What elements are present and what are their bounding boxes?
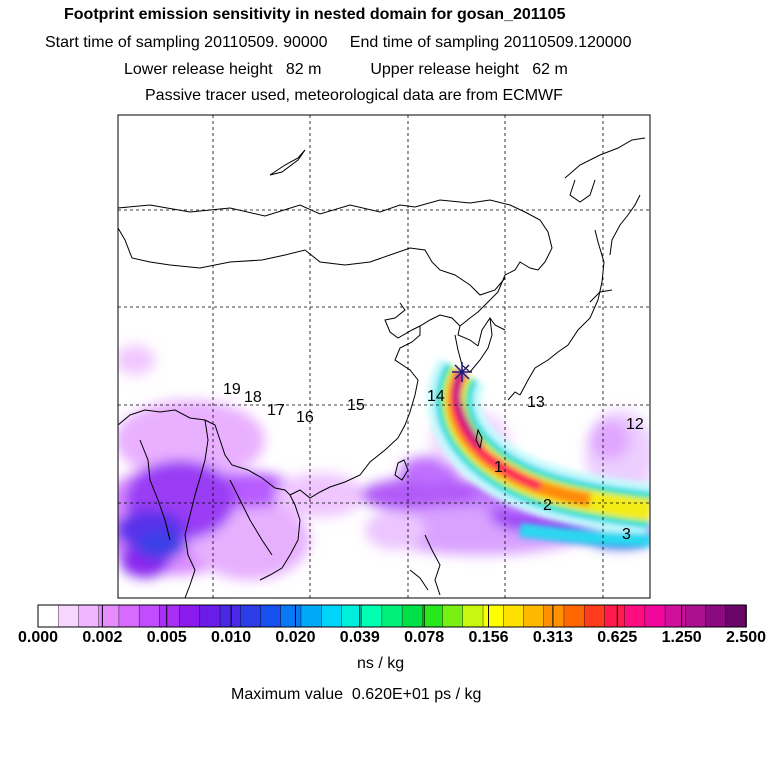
colorbar-cell [138, 604, 161, 628]
colorbar-cell [543, 604, 565, 628]
colorbar-cell [118, 604, 140, 628]
colorbar-unit: ns / kg [357, 655, 405, 672]
star-icon [452, 362, 472, 382]
colorbar-cell [159, 604, 181, 628]
colorbar-cell [98, 604, 120, 628]
sampling-time-line: Start time of sampling 20110509. 90000 E… [45, 34, 632, 51]
colorbar-cell [361, 604, 383, 628]
point-label-2: 2 [543, 497, 552, 514]
colorbar-cell [624, 604, 646, 628]
colorbar-tick-label: 0.156 [468, 629, 509, 646]
point-label-17: 17 [267, 402, 285, 419]
colorbar-cell [523, 604, 545, 628]
colorbar-cell [219, 604, 242, 628]
tracer-info-line: Passive tracer used, meteorological data… [145, 87, 563, 104]
colorbar-cell [78, 604, 100, 628]
colorbar-tick-label: 0.313 [532, 629, 573, 646]
colorbar-cell [685, 604, 707, 628]
lat-lon-grid [118, 115, 650, 598]
colorbar-cell [442, 604, 464, 628]
colorbar-cell [37, 604, 60, 628]
colorbar-tick-label: 0.078 [404, 629, 445, 646]
colorbar-cell [341, 604, 363, 628]
colorbar-cell [240, 604, 262, 628]
colorbar-cell [725, 604, 747, 628]
release-height-line: Lower release height 82 m Upper release … [124, 61, 568, 78]
point-label-13: 13 [527, 394, 545, 411]
colorbar-cell [705, 604, 727, 628]
colorbar-cell [503, 604, 525, 628]
point-label-18: 18 [244, 389, 262, 406]
coastlines [118, 137, 646, 598]
colorbar-tick-label: 0.002 [82, 629, 123, 646]
point-label-14: 14 [427, 388, 445, 405]
colorbar-tick-label: 0.625 [597, 629, 638, 646]
point-label-15: 15 [347, 397, 365, 414]
colorbar-cell [644, 604, 666, 628]
colorbar-cell [381, 604, 403, 628]
colorbar-cell [321, 604, 343, 628]
colorbar-cell [583, 604, 606, 628]
colorbar-tick-label: 0.010 [211, 629, 252, 646]
colorbar-cell [199, 604, 221, 628]
colorbar-tick-label: 0.039 [339, 629, 380, 646]
colorbar-tick-label: 1.250 [661, 629, 702, 646]
point-label-12: 12 [626, 416, 644, 433]
point-label-3: 3 [622, 526, 631, 543]
colorbar-tick-label: 0.000 [17, 629, 59, 646]
plume-core [427, 357, 650, 547]
colorbar-cell [604, 604, 626, 628]
colorbar-cell [482, 604, 505, 628]
colorbar-cell [300, 604, 323, 628]
point-label-16: 16 [296, 409, 314, 426]
colorbar-tick-label: 0.020 [275, 629, 316, 646]
colorbar-cell [462, 604, 484, 628]
colorbar-cell [260, 604, 282, 628]
colorbar-cell [280, 604, 302, 628]
plot-title: Footprint emission sensitivity in nested… [64, 6, 566, 23]
colorbar-cell [563, 604, 585, 628]
point-label-19: 19 [223, 381, 241, 398]
colorbar-cell [422, 604, 444, 628]
colorbar-cell [401, 604, 424, 628]
colorbar-cell [664, 604, 687, 628]
colorbar-cell [58, 604, 80, 628]
colorbar-cell [179, 604, 201, 628]
colorbar-tick-label: 0.005 [146, 629, 187, 646]
maximum-value-text: Maximum value 0.620E+01 ps / kg [231, 686, 482, 703]
colorbar-tick-label: 2.500 [725, 629, 767, 646]
point-label-1: 1 [494, 459, 503, 476]
